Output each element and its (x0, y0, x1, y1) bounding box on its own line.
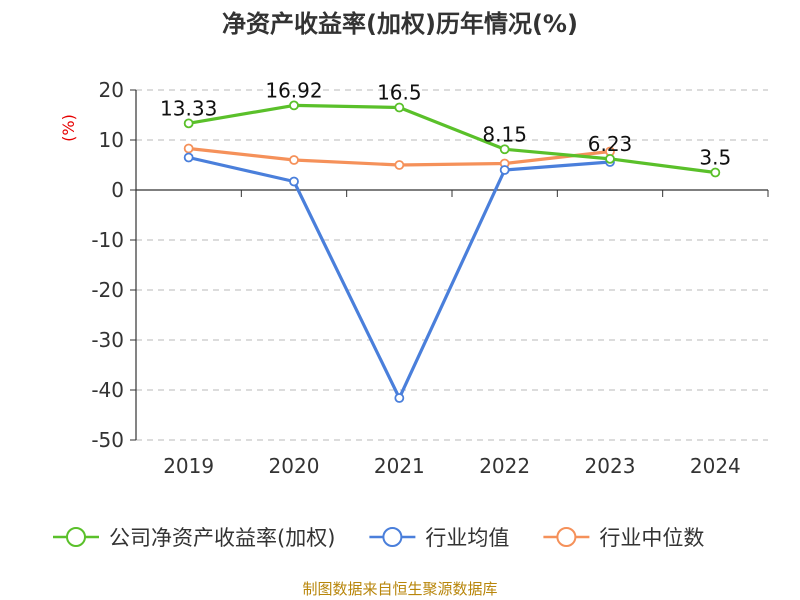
legend-swatch-marker (556, 527, 577, 547)
data-label: 13.33 (160, 96, 217, 120)
data-point (710, 167, 721, 178)
data-label: 8.15 (482, 122, 527, 146)
y-tick-label: 10 (99, 128, 124, 152)
chart-title: 净资产收益率(加权)历年情况(%) (222, 10, 578, 38)
data-label: 16.5 (377, 81, 422, 105)
data-point (394, 160, 405, 170)
legend-label-1: 行业均值 (425, 526, 509, 550)
x-tick-label: 2024 (690, 454, 741, 478)
x-tick-label: 2020 (269, 454, 320, 478)
data-label: 6.23 (588, 132, 633, 156)
data-point (183, 118, 194, 129)
data-point (289, 155, 299, 165)
gridlines (136, 89, 768, 441)
series-line-1 (188, 155, 611, 400)
legend-label-2: 行业中位数 (599, 526, 704, 550)
y-tick-label: -30 (91, 328, 124, 352)
series-layer (183, 100, 721, 403)
data-label: 3.5 (699, 146, 731, 170)
legend-swatch-marker (66, 527, 86, 547)
data-point (394, 393, 405, 403)
legend: 公司净资产收益率(加权) 行业均值 行业中位数 (53, 526, 704, 550)
data-point (289, 100, 299, 111)
y-tick-label: 20 (99, 78, 124, 102)
legend-label-0: 公司净资产收益率(加权) (109, 526, 335, 550)
data-point (289, 176, 299, 187)
data-labels: 13.33 16.92 16.5 8.15 6.23 3.5 (160, 78, 731, 169)
source-note: 制图数据来自恒生聚源数据库 (302, 580, 497, 598)
y-axis: 20 10 0 -10 -20 -30 -40 -50 (91, 78, 137, 452)
legend-swatch-marker (382, 527, 403, 547)
x-tick-label: 2022 (479, 454, 530, 478)
data-point (605, 153, 615, 164)
data-point (183, 152, 194, 163)
x-tick-label: 2023 (585, 454, 636, 478)
data-point (394, 102, 405, 113)
data-point (499, 165, 510, 175)
y-tick-label: -10 (91, 228, 124, 252)
x-tick-label: 2019 (163, 454, 214, 478)
data-label: 16.92 (265, 78, 322, 102)
data-point (499, 144, 510, 155)
data-point (183, 143, 194, 154)
y-tick-label: -20 (91, 278, 124, 302)
x-tick-label: 2021 (374, 454, 425, 478)
y-tick-label: 0 (111, 178, 124, 202)
x-axis: 2019 2020 2021 2022 2023 2024 (135, 189, 769, 478)
series-line-0 (188, 103, 716, 175)
y-tick-label: -40 (91, 378, 124, 402)
y-tick-label: -50 (91, 428, 124, 452)
y-axis-unit-label: (%) (59, 114, 78, 142)
